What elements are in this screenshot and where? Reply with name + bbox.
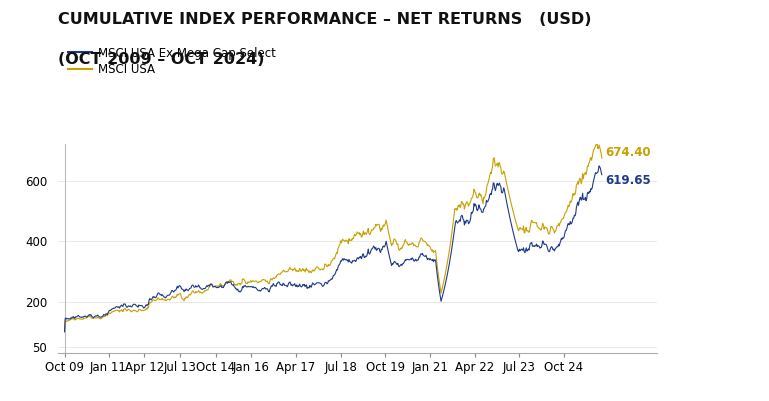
Text: (OCT 2009 – OCT 2024): (OCT 2009 – OCT 2024) <box>58 52 265 67</box>
Text: CUMULATIVE INDEX PERFORMANCE – NET RETURNS   (USD): CUMULATIVE INDEX PERFORMANCE – NET RETUR… <box>58 12 591 27</box>
Text: 619.65: 619.65 <box>605 174 651 187</box>
Text: 674.40: 674.40 <box>605 146 651 159</box>
Legend: MSCI USA Ex Mega Cap Select, MSCI USA: MSCI USA Ex Mega Cap Select, MSCI USA <box>64 42 281 81</box>
